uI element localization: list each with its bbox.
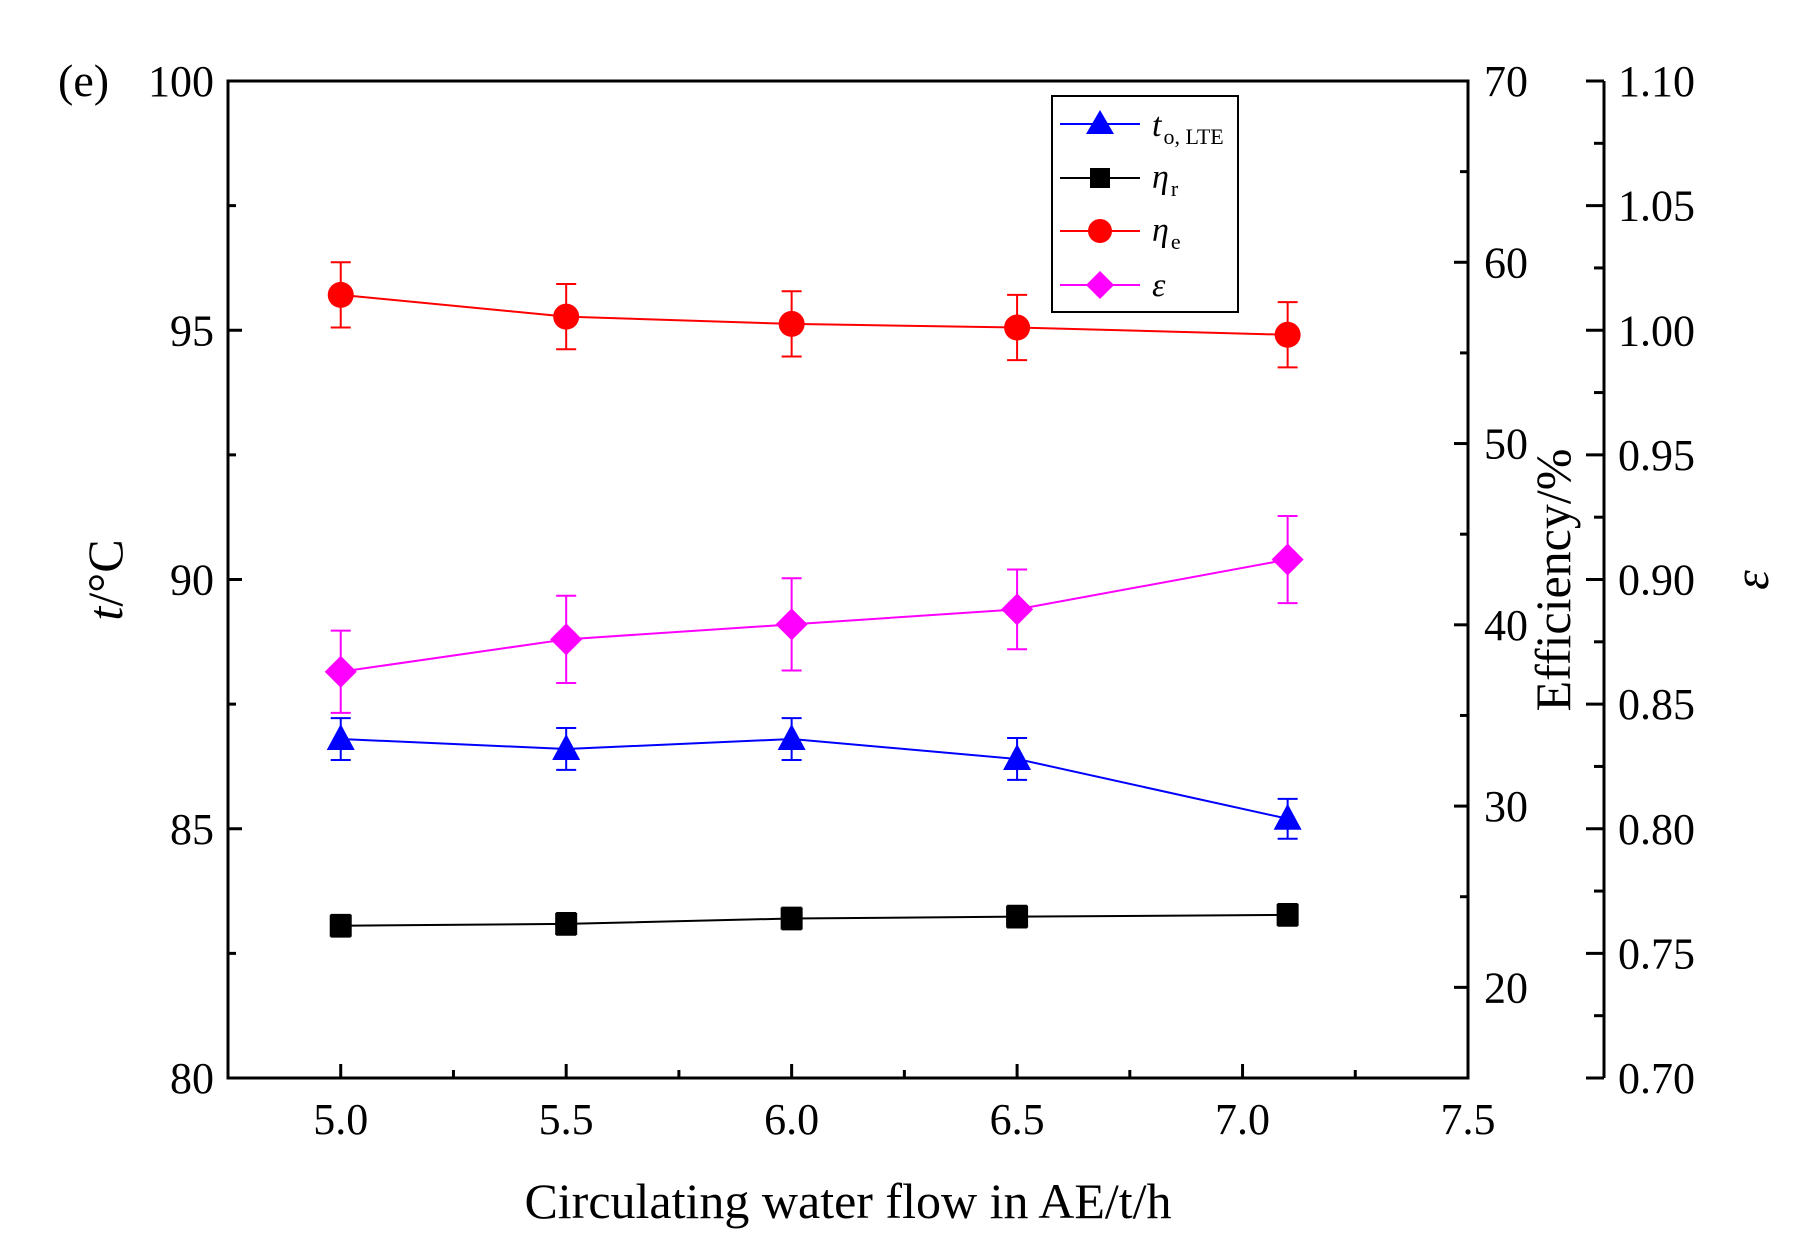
efficiency-tick-label: 50 <box>1484 420 1528 469</box>
data-point-eps <box>1271 543 1304 576</box>
efficiency-tick-label: 30 <box>1484 782 1528 831</box>
epsilon-axis-title: ε <box>1723 570 1779 590</box>
left-axis-title-var: t <box>77 606 133 621</box>
data-point-eps <box>550 623 583 656</box>
left-tick-label: 90 <box>170 556 214 605</box>
legend-eta-r-main: η <box>1152 159 1169 196</box>
legend-label-eta-r: ηr <box>1152 159 1179 201</box>
epsilon-tick-label: 1.10 <box>1618 57 1695 106</box>
series-line-t <box>340 738 1288 820</box>
left-tick-label: 100 <box>148 57 214 106</box>
series-line-eps <box>340 558 1288 673</box>
legend-label-eta-e: ηe <box>1152 212 1181 254</box>
efficiency-axis-title: Efficiency/% <box>1525 449 1581 712</box>
legend-t-sub: o, LTE <box>1163 124 1223 149</box>
data-point-eta_e <box>553 303 580 330</box>
left-tick-label: 85 <box>170 805 214 854</box>
legend: to, LTE ηr ηe ε <box>1051 95 1239 313</box>
tick-labels: 5.0 5.5 6.0 6.5 7.0 7.5 80 85 90 95 100 20 30 40 50 60 7… <box>148 57 1695 1144</box>
legend-diamond-icon <box>1086 271 1114 299</box>
x-tick-label: 6.5 <box>990 1095 1045 1144</box>
legend-box <box>1051 95 1239 313</box>
epsilon-tick-label: 1.05 <box>1618 182 1695 231</box>
epsilon-tick-label: 0.85 <box>1618 680 1695 729</box>
data-point-t <box>1003 743 1032 770</box>
efficiency-tick-label: 60 <box>1484 238 1528 287</box>
data-point-eta_e <box>327 281 354 308</box>
x-tick-label: 5.0 <box>313 1095 368 1144</box>
data-point-t <box>1273 803 1302 830</box>
series-t <box>326 717 1302 840</box>
legend-circle-icon <box>1088 219 1112 243</box>
series-layer <box>324 261 1304 938</box>
left-axis-title: t/°C <box>77 539 133 620</box>
x-tick-label: 5.5 <box>539 1095 594 1144</box>
epsilon-tick-label: 0.75 <box>1618 929 1695 978</box>
left-axis-title-unit: /°C <box>77 539 133 606</box>
data-point-eta_e <box>1004 314 1031 341</box>
series-eta_r <box>329 902 1299 938</box>
legend-label-eps: ε <box>1152 267 1166 304</box>
data-point-eta_r <box>555 912 578 935</box>
data-point-t <box>552 733 581 760</box>
epsilon-tick-label: 0.80 <box>1618 805 1695 854</box>
legend-eta-e-sub: e <box>1171 229 1181 254</box>
x-tick-label: 6.0 <box>764 1095 819 1144</box>
data-point-t <box>777 724 806 751</box>
efficiency-tick-label: 70 <box>1484 57 1528 106</box>
data-point-eta_e <box>1274 321 1301 348</box>
epsilon-tick-label: 0.95 <box>1618 431 1695 480</box>
left-tick-label: 80 <box>170 1054 214 1103</box>
series-line-eta_r <box>340 913 1288 927</box>
axes-ticks <box>228 79 1604 1080</box>
data-point-eps <box>1001 593 1034 626</box>
x-tick-label: 7.5 <box>1441 1095 1496 1144</box>
panel-label: (e) <box>58 55 109 106</box>
legend-item-eps: ε <box>1060 267 1166 304</box>
efficiency-tick-label: 20 <box>1484 963 1528 1012</box>
legend-triangle-icon <box>1086 110 1114 134</box>
legend-item-eta-e: ηe <box>1060 212 1181 254</box>
series-eta_e <box>327 261 1301 369</box>
epsilon-tick-label: 0.70 <box>1618 1054 1695 1103</box>
epsilon-tick-label: 0.90 <box>1618 556 1695 605</box>
data-point-eta_r <box>780 907 803 930</box>
data-point-eps <box>775 608 808 641</box>
data-point-eta_r <box>1276 903 1299 926</box>
legend-label-t: to, LTE <box>1152 107 1224 149</box>
data-point-eta_e <box>778 310 805 337</box>
left-tick-label: 95 <box>170 306 214 355</box>
efficiency-tick-label: 40 <box>1484 601 1528 650</box>
series-eps <box>324 514 1304 714</box>
data-point-t <box>326 724 355 751</box>
legend-eta-r-sub: r <box>1171 176 1179 201</box>
legend-item-eta-r: ηr <box>1060 159 1179 201</box>
legend-eta-e-main: η <box>1152 212 1169 249</box>
data-point-eps <box>324 655 357 688</box>
x-axis-title: Circulating water flow in AE/t/h <box>524 1173 1171 1229</box>
legend-square-icon <box>1090 168 1110 188</box>
plot-frame <box>226 79 1470 1080</box>
data-point-eta_r <box>329 914 352 937</box>
data-point-eta_r <box>1006 905 1029 928</box>
legend-item-t: to, LTE <box>1060 107 1224 149</box>
legend-t-main: t <box>1152 107 1163 144</box>
x-tick-label: 7.0 <box>1215 1095 1270 1144</box>
epsilon-tick-label: 1.00 <box>1618 306 1695 355</box>
